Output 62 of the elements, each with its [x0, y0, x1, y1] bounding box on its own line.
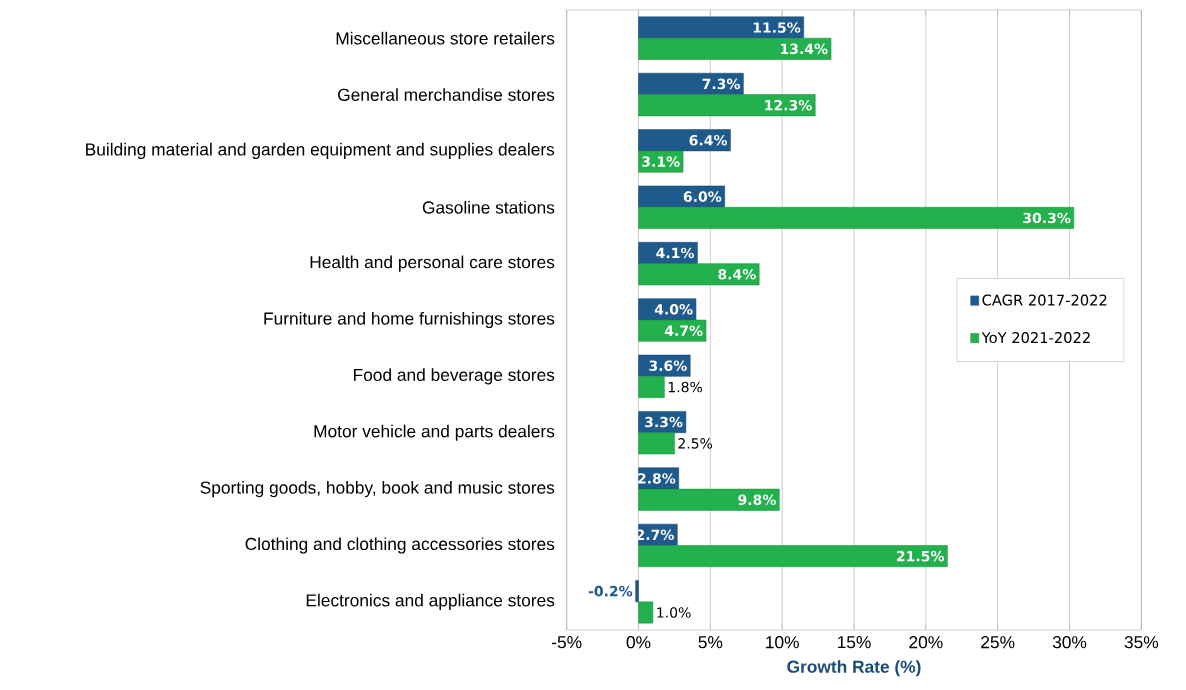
bar [635, 580, 639, 603]
y-tick-label: Miscellaneous store retailers [336, 31, 555, 45]
data-label: 1.0% [657, 607, 691, 618]
bar [638, 185, 725, 208]
data-label: 4.1% [656, 247, 695, 259]
data-label: 11.5% [753, 22, 801, 33]
x-tick-label: 20% [909, 636, 943, 649]
data-label: 8.4% [718, 269, 756, 280]
y-tick-label: Clothing and clothing accessories stores [245, 537, 555, 554]
x-tick-label: 30% [1052, 636, 1087, 649]
data-label: -0.2% [588, 585, 633, 597]
bar [638, 601, 654, 624]
bar [638, 16, 804, 39]
bar [638, 354, 691, 377]
y-tick-label: Building material and garden equipment and supplies dealers [86, 142, 555, 159]
bar [638, 488, 780, 511]
x-tick-label: 35% [1124, 636, 1159, 649]
data-label: 6.4% [689, 134, 728, 146]
y-tick-label: Gasoline stations [422, 200, 555, 214]
data-label: 3.6% [649, 360, 687, 371]
data-label: 4.7% [664, 325, 703, 336]
data-label: 6.0% [683, 191, 722, 202]
bar [638, 207, 1075, 229]
bar [638, 376, 665, 398]
data-label: 9.8% [738, 494, 776, 506]
x-tick-label: 5% [698, 636, 723, 649]
x-axis-title: Growth Rate (%) [787, 660, 921, 677]
data-label: 3.1% [642, 156, 680, 167]
data-label: 4.0% [654, 304, 693, 315]
x-tick-label: 0% [626, 636, 651, 649]
legend-label: YoY 2021-2022 [981, 332, 1090, 344]
bar [638, 37, 832, 60]
bar [638, 129, 731, 152]
x-tick-label: 25% [981, 636, 1015, 649]
bar [638, 432, 675, 455]
legend-label: CAGR 2017-2022 [982, 294, 1107, 306]
data-label: 2.5% [678, 438, 713, 449]
data-label: 2.8% [638, 473, 676, 484]
y-tick-label: Electronics and appliance stores [306, 593, 555, 610]
data-label: 12.3% [765, 99, 812, 111]
data-label: 30.3% [1023, 212, 1071, 224]
data-label: 13.4% [781, 43, 828, 55]
data-label: 3.3% [645, 416, 683, 428]
y-tick-label: Health and personal care stores [310, 255, 555, 272]
data-label: 1.8% [668, 381, 703, 393]
bar [638, 545, 948, 568]
y-tick-label: General merchandise stores [338, 88, 555, 101]
bar [638, 263, 760, 286]
bar [638, 72, 744, 95]
bar [638, 150, 684, 173]
data-label: 21.5% [896, 550, 944, 562]
bar [638, 319, 707, 342]
x-tick-label: 15% [837, 636, 871, 649]
bar [638, 94, 816, 117]
y-tick-label: Furniture and home furnishings stores [264, 311, 555, 329]
x-tick-label: 10% [766, 636, 799, 649]
y-tick-label: Motor vehicle and parts dealers [314, 424, 555, 441]
y-tick-label: Sporting goods, hobby, book and music stores [200, 481, 555, 498]
y-tick-label: Food and beverage stores [354, 368, 555, 385]
x-tick-label: -5% [552, 636, 582, 649]
data-label: 2.7% [636, 529, 674, 541]
data-label: 7.3% [702, 78, 740, 90]
